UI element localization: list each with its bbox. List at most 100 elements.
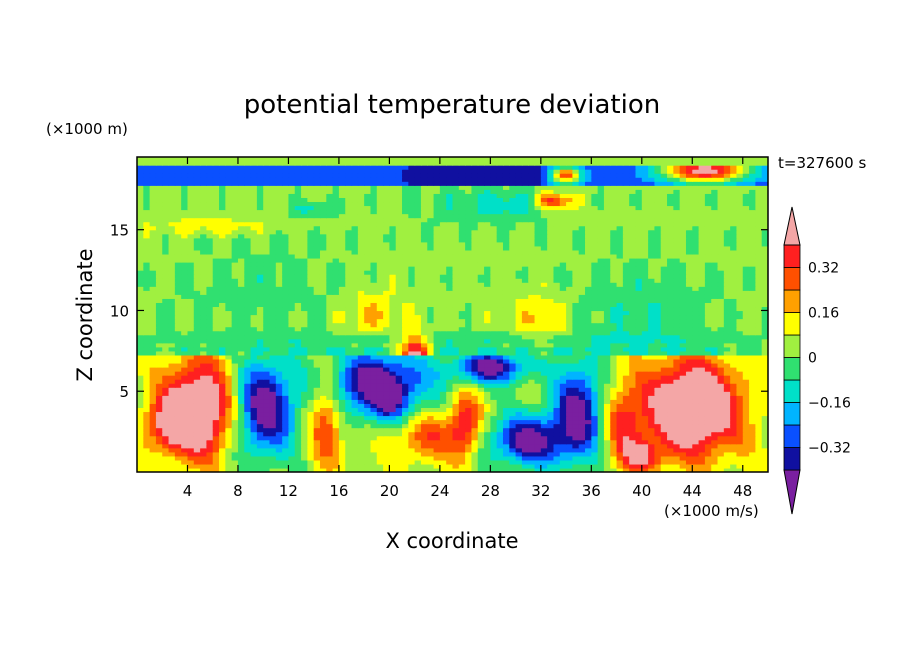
heatmap-cell [616,431,624,437]
heatmap-cell [566,346,573,352]
heatmap-cell [515,375,523,380]
heatmap-cell [591,399,599,404]
heatmap-cell [723,318,731,324]
heatmap-cell [288,326,296,332]
heatmap-cell [187,318,195,324]
heatmap-cell [660,358,668,364]
heatmap-cell [149,423,157,429]
heatmap-cell [742,290,750,295]
heatmap-cell [610,379,618,384]
heatmap-cell [648,282,656,287]
heatmap-cell [275,354,283,360]
heatmap-cell [250,447,258,453]
heatmap-cell [420,330,428,336]
heatmap-cell [528,338,536,344]
heatmap-cell [477,354,485,360]
heatmap-cell [174,403,182,408]
heatmap-cell [143,395,151,400]
heatmap-cell [250,342,258,348]
heatmap-cell [654,387,662,392]
heatmap-cell [181,399,189,404]
heatmap-cell [515,278,523,283]
heatmap-cell [168,286,176,291]
heatmap-cell [155,334,163,340]
heatmap-cell [458,367,466,372]
heatmap-cell [364,294,372,299]
heatmap-cell [433,294,441,299]
heatmap-cell [591,358,599,364]
heatmap-cell [155,407,163,413]
heatmap-cell [698,342,706,348]
heatmap-cell [433,371,441,376]
heatmap-cell [717,302,725,308]
heatmap-cell [439,278,447,283]
heatmap-cell [288,463,296,469]
heatmap-cell [402,399,409,404]
heatmap-cell [730,326,738,332]
heatmap-cell [155,290,163,295]
heatmap-cell [357,459,365,465]
heatmap-cell [629,403,637,408]
heatmap-cell [566,290,573,295]
heatmap-cell [641,367,649,372]
heatmap-cell [143,375,151,380]
heatmap-cell [698,322,706,328]
heatmap-cell [206,282,214,287]
heatmap-cell [761,395,768,400]
heatmap-cell [263,314,271,320]
heatmap-cell [212,310,220,316]
heatmap-cell [711,358,719,364]
heatmap-cell [383,443,390,449]
heatmap-cell [458,310,466,316]
heatmap-cell [616,358,624,364]
heatmap-cell [471,451,479,457]
heatmap-cell [446,399,454,404]
heatmap-cell [414,367,422,372]
heatmap-cell [603,467,611,472]
heatmap-cell [509,435,517,441]
heatmap-cell [433,302,441,308]
heatmap-cell [755,346,763,352]
heatmap-cell [496,423,504,429]
heatmap-cell [143,274,151,279]
heatmap-cell [622,367,630,372]
heatmap-cell [275,415,283,421]
heatmap-cell [566,286,573,291]
heatmap-cell [452,431,460,437]
heatmap-cell [603,310,611,316]
heatmap-cell [578,455,586,461]
heatmap-cell [288,314,296,320]
heatmap-cell [648,358,656,364]
heatmap-cell [219,451,226,457]
heatmap-cell [168,467,176,472]
heatmap-cell [667,278,674,283]
heatmap-cell [635,274,643,279]
heatmap-cell [660,338,668,344]
heatmap-cell [389,302,397,308]
heatmap-cell [749,367,756,372]
heatmap-cell [256,342,264,348]
heatmap-cell [256,310,264,316]
heatmap-cell [730,294,738,299]
heatmap-cell [357,326,365,332]
heatmap-cell [332,407,340,413]
heatmap-cell [704,431,712,437]
heatmap-cell [319,447,327,453]
heatmap-cell [370,306,378,312]
heatmap-cell [692,318,700,324]
heatmap-cell [193,415,201,421]
heatmap-cell [452,419,460,425]
heatmap-cell [212,411,220,417]
heatmap-cell [168,298,176,303]
heatmap-cell [465,367,473,372]
heatmap-cell [338,467,346,472]
heatmap-cell [282,318,290,324]
heatmap-cell [465,399,473,404]
heatmap-cell [761,435,768,441]
heatmap-cell [635,278,643,283]
heatmap-cell [622,439,630,445]
heatmap-cell [458,447,466,453]
heatmap-cell [326,431,334,437]
heatmap-cell [307,455,315,461]
heatmap-cell [181,342,189,348]
